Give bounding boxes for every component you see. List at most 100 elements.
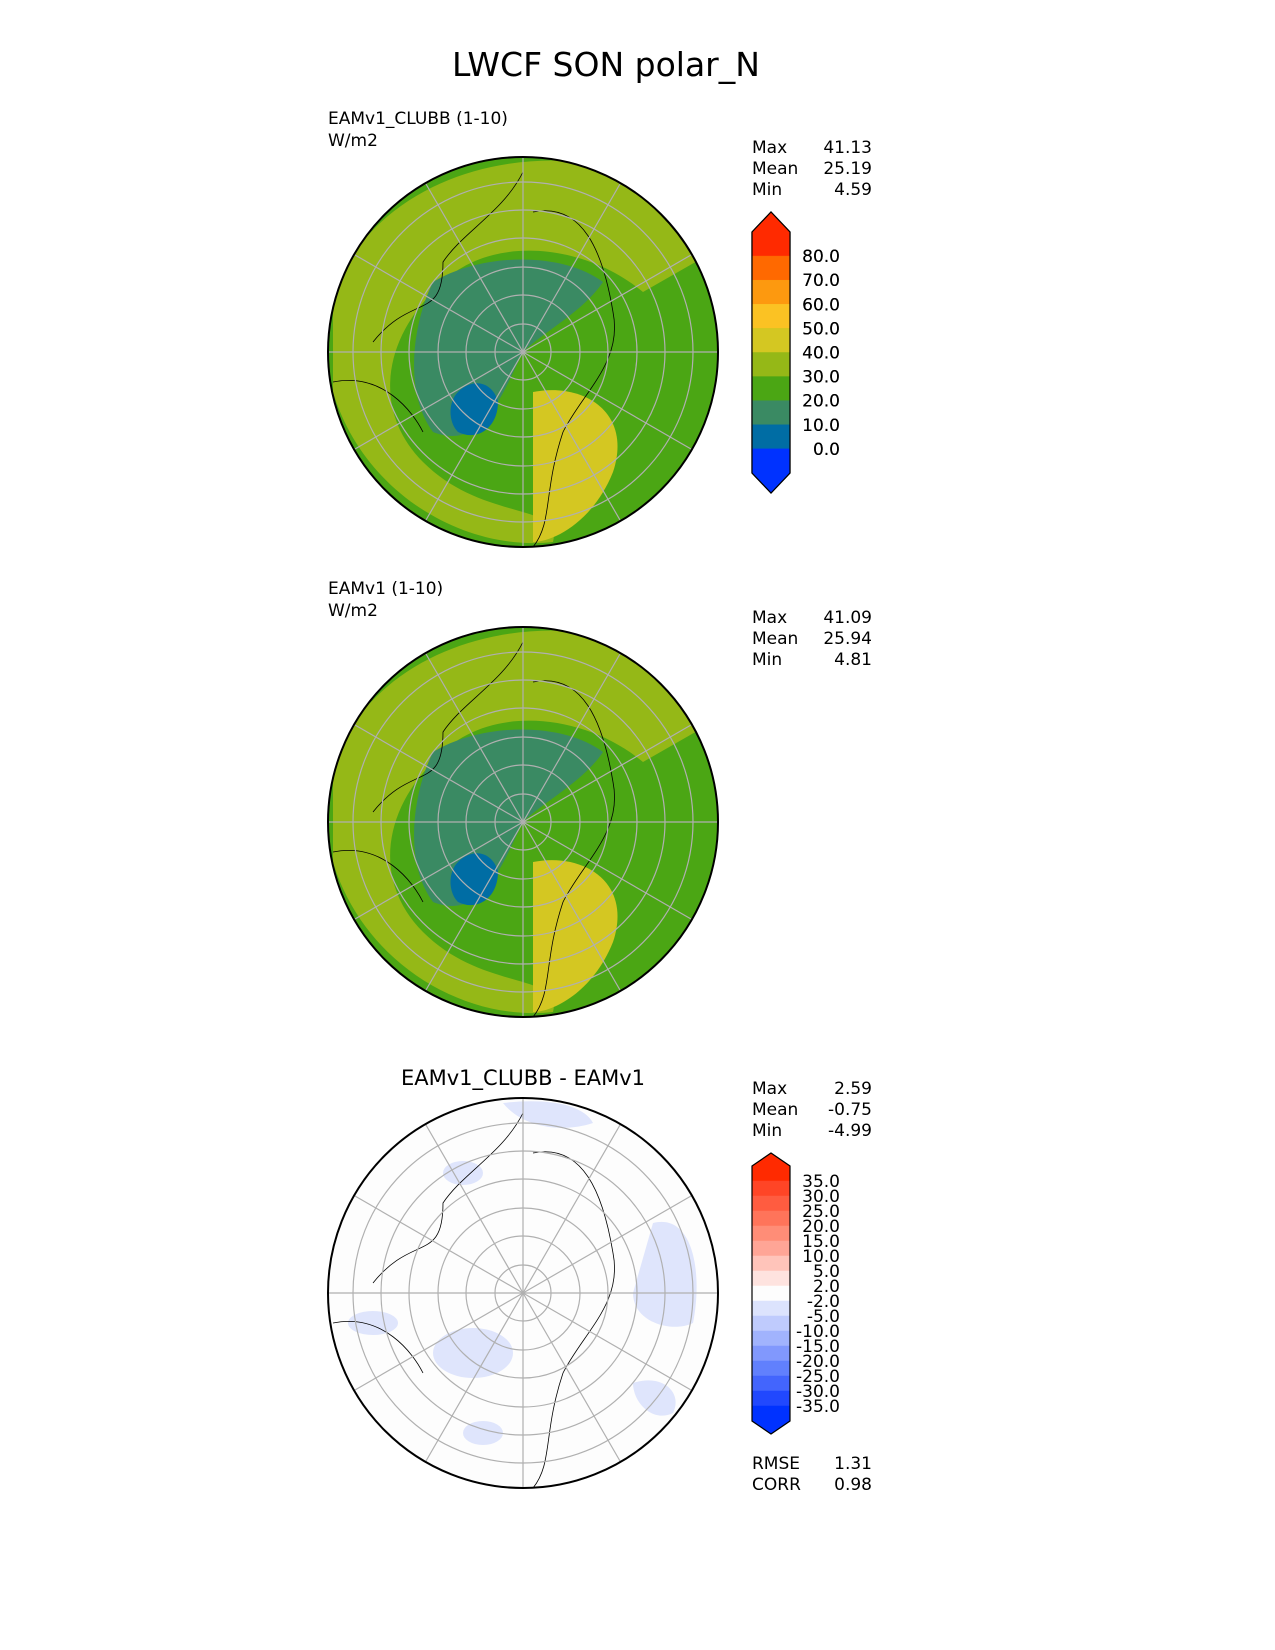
contour-region (463, 1421, 503, 1445)
colorbar-tick-label: 70.0 (802, 271, 840, 291)
colorbar-tick-label: -5.0 (807, 1307, 840, 1327)
colorbar-segment (751, 1375, 791, 1392)
stat-value: 0.98 (834, 1475, 872, 1495)
stat-value: -4.99 (828, 1121, 872, 1141)
stat-label: Max (752, 1079, 787, 1099)
colorbar-segment (751, 1390, 791, 1407)
colorbar-tick-label: -30.0 (796, 1382, 840, 1402)
longitude-line (522, 821, 693, 921)
contour-region (603, 1463, 663, 1488)
longitude-line (353, 723, 524, 823)
colorbar-tick-label: 10.0 (802, 416, 840, 436)
stat-label: Mean (752, 1100, 798, 1120)
colorbar-tick-label: 30.0 (802, 368, 840, 388)
colorbar-segment (751, 1270, 791, 1287)
contour-region (633, 1221, 697, 1327)
coastline (332, 1112, 615, 1488)
longitude-line (522, 652, 622, 823)
colorbar: 80.0 70.0 60.0 50.0 40.0 30.0 20.0 10.0 0.0 (751, 211, 840, 494)
panel-units: W/m2 (328, 601, 378, 621)
contour-region (333, 160, 713, 544)
colorbar-tick-label: 80.0 (802, 247, 840, 267)
longitude-line (522, 253, 693, 353)
stat-label: Mean (752, 629, 798, 649)
stat-value: 25.94 (823, 629, 872, 649)
contour-region (503, 1101, 593, 1128)
longitude-line (353, 1292, 524, 1392)
contour-region (533, 860, 618, 1012)
colorbar-tick-label: -20.0 (796, 1352, 840, 1372)
colorbar-tick-label: -10.0 (796, 1322, 840, 1342)
colorbar-outline (751, 211, 791, 494)
colorbar-segment (751, 1360, 791, 1377)
stat-label: CORR (752, 1475, 801, 1495)
colorbar-segment (751, 1345, 791, 1362)
coastline (332, 171, 615, 547)
colorbar: 35.030.025.020.015.010.05.02.0-2.0-5.0-1… (751, 1152, 840, 1435)
colorbar-segment (751, 448, 791, 494)
colorbar-segment (751, 1152, 791, 1182)
stat-value: 4.59 (834, 180, 872, 200)
colorbar-tick-label: 40.0 (802, 344, 840, 364)
longitude-line (424, 351, 524, 522)
longitude-line (522, 351, 622, 522)
colorbar-outline (751, 1152, 791, 1435)
stat-label: Max (752, 608, 787, 628)
colorbar-tick-label: -25.0 (796, 1367, 840, 1387)
colorbar-segment (751, 376, 791, 401)
contour-region (633, 1380, 676, 1416)
stat-label: Min (752, 1121, 782, 1141)
colorbar-tick-label: 25.0 (802, 1202, 840, 1222)
colorbar-segment (751, 1330, 791, 1347)
colorbar-tick-label: 20.0 (802, 1217, 840, 1237)
map-border (327, 1097, 719, 1489)
colorbar-segment (751, 1195, 791, 1212)
panel-title: EAMv1_CLUBB - EAMv1 (401, 1066, 645, 1091)
colorbar-tick-label: 5.0 (813, 1262, 840, 1282)
colorbar-segment (751, 1255, 791, 1272)
longitude-line (522, 351, 693, 451)
map-border (327, 156, 719, 548)
longitude-line (522, 1194, 693, 1294)
contour-region (333, 630, 713, 1014)
colorbar-tick-label: 0.0 (813, 440, 840, 460)
colorbar-tick-label: 80.0 (802, 247, 840, 267)
longitude-line (522, 723, 693, 823)
colorbar-segment (751, 1225, 791, 1242)
map-border (327, 626, 719, 1018)
stat-label: Max (752, 138, 787, 158)
stat-value: 41.09 (823, 608, 872, 628)
polar-map (328, 627, 718, 1017)
longitude-line (424, 1123, 524, 1294)
longitude-line (424, 652, 524, 823)
stat-value: 4.81 (834, 650, 872, 670)
colorbar-segment (751, 255, 791, 281)
panel-units: W/m2 (328, 131, 378, 151)
colorbar-segment (751, 1180, 791, 1197)
longitude-line (353, 821, 524, 921)
colorbar-segment (751, 1210, 791, 1227)
colorbar-segment (751, 400, 791, 426)
colorbar-segment (751, 1315, 791, 1332)
colorbar-tick-label: 10.0 (802, 1247, 840, 1267)
longitude-line (522, 1123, 622, 1294)
colorbar-tick-label: 30.0 (802, 1187, 840, 1207)
colorbar-tick-label: 60.0 (802, 295, 840, 315)
colorbar-tick-label: 70.0 (802, 271, 840, 291)
colorbar-segment (751, 424, 791, 450)
colorbar-tick-label: 40.0 (802, 344, 840, 364)
colorbar-tick-label: 35.0 (802, 1172, 840, 1192)
colorbar-tick-label: -35.0 (796, 1397, 840, 1417)
colorbar-segment (751, 1240, 791, 1257)
colorbar-segment (751, 304, 791, 329)
colorbar-segment (751, 1285, 791, 1302)
stat-value: 1.31 (834, 1454, 872, 1474)
stat-label: RMSE (752, 1454, 800, 1474)
figure-title: LWCF SON polar_N (452, 45, 760, 84)
colorbar-tick-label: 30.0 (802, 368, 840, 388)
colorbar-tick-label: 2.0 (813, 1277, 840, 1297)
panel-title: EAMv1 (1-10) (328, 579, 443, 599)
colorbar-segment (751, 211, 791, 257)
contour-region (433, 1328, 513, 1378)
